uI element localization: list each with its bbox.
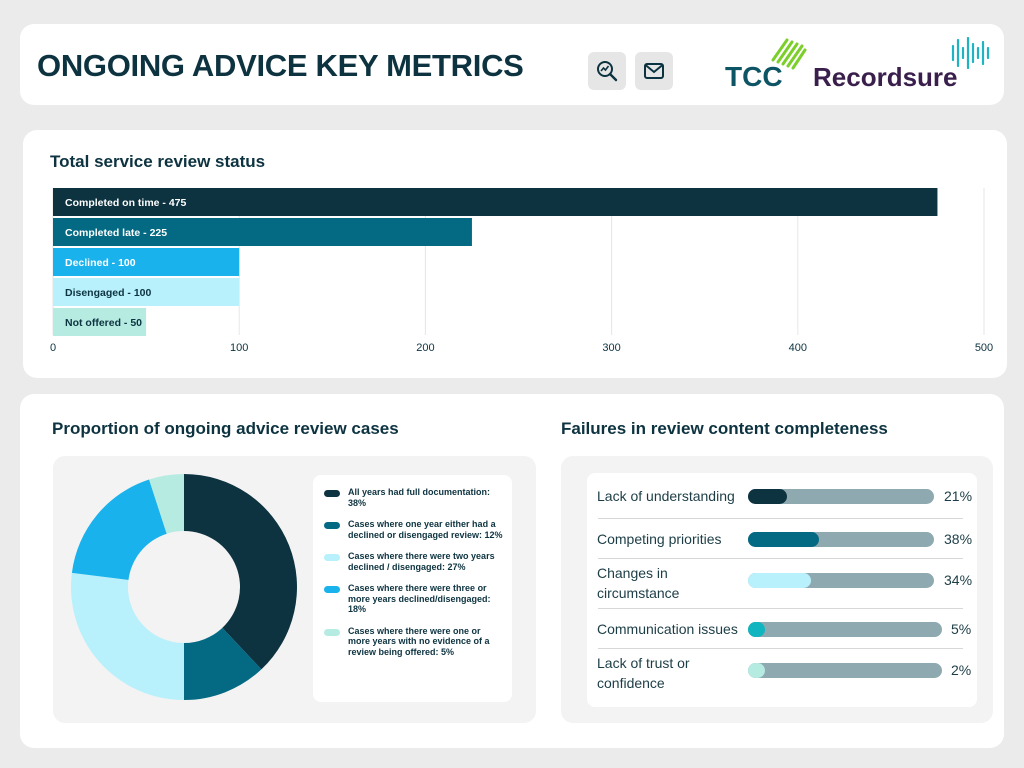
failure-row: Communication issues 5% <box>587 609 977 649</box>
bar-label: Completed on time - 475 <box>65 197 187 209</box>
donut-slice <box>184 474 297 670</box>
legend-swatch <box>324 554 340 561</box>
mail-icon <box>644 63 664 79</box>
x-tick-label: 400 <box>789 342 807 354</box>
failure-track <box>748 621 942 637</box>
failure-fill <box>748 663 765 678</box>
service-review-bar-chart: 0 100 200 300 400 500 Completed on time - 475 C… <box>50 188 993 354</box>
legend-item: Cases where there were two years decline… <box>324 551 504 572</box>
bar <box>53 278 240 306</box>
legend-label: Cases where one year either had a declin… <box>348 519 503 540</box>
failures-panel: Lack of understanding 21% Competing priori… <box>561 456 993 723</box>
row-divider <box>598 558 963 559</box>
failure-fill <box>748 488 788 504</box>
svg-text:Recordsure: Recordsure <box>813 62 958 92</box>
failure-label: Competing priorities <box>597 531 722 547</box>
failure-percent: 21% <box>944 487 973 504</box>
x-tick-label: 300 <box>602 342 620 354</box>
bar-chart-title: Total service review status <box>50 152 266 171</box>
page-title: ONGOING ADVICE KEY METRICS <box>37 48 524 83</box>
x-tick-label: 200 <box>416 342 434 354</box>
failures-chart-title: Failures in review content completeness <box>561 419 888 438</box>
legend-label: Cases where there were three or more yea… <box>348 583 491 614</box>
failure-fill <box>748 621 765 637</box>
failure-track <box>748 573 934 588</box>
x-tick-label: 100 <box>230 342 248 354</box>
bar <box>53 248 240 276</box>
x-tick-label: 0 <box>50 342 56 354</box>
row-divider <box>598 648 963 649</box>
failure-row: Competing priorities 38% <box>587 519 977 559</box>
legend-swatch <box>324 586 340 593</box>
bar <box>53 218 472 246</box>
donut-slice <box>71 572 184 700</box>
failure-label: Communication issues <box>597 621 738 637</box>
bar-label: Completed late - 225 <box>65 227 167 239</box>
donut-slice <box>149 474 184 534</box>
failure-track <box>748 663 942 678</box>
failure-track <box>748 531 934 547</box>
legend-label: All years had full documentation: 38% <box>348 487 491 508</box>
donut-chart-title: Proportion of ongoing advice review case… <box>52 419 399 438</box>
failure-track <box>748 488 934 504</box>
donut-slice <box>184 627 262 700</box>
recordsure-logo: Recordsure <box>813 36 990 92</box>
donut-slice <box>71 479 167 580</box>
tcc-logo: TCC <box>725 38 807 92</box>
legend-item: All years had full documentation: 38% <box>324 487 504 508</box>
failure-row: Lack of trust or confidence 2% <box>587 649 977 707</box>
failure-percent: 38% <box>944 530 973 547</box>
legend-item: Cases where there were one or more years… <box>324 626 504 658</box>
search-analytics-button[interactable] <box>588 52 626 90</box>
bottom-card: Proportion of ongoing advice review case… <box>20 394 1004 748</box>
bar-label: Disengaged - 100 <box>65 287 152 299</box>
search-analytics-icon <box>597 61 618 82</box>
row-divider <box>598 518 963 519</box>
failure-label: Lack of understanding <box>597 488 735 504</box>
failure-percent: 34% <box>944 572 973 588</box>
donut-panel: All years had full documentation: 38% Cas… <box>53 456 536 723</box>
legend-swatch <box>324 628 340 636</box>
review-cases-donut-chart <box>71 474 297 700</box>
bar <box>53 188 938 216</box>
bar-label: Not offered - 50 <box>65 317 142 329</box>
service-review-status-card: Total service review status 0 100 200 300 40… <box>23 130 1007 378</box>
legend-item: Cases where there were three or more yea… <box>324 583 504 615</box>
bar <box>53 308 147 336</box>
failure-row: Lack of understanding 21% <box>587 473 977 519</box>
legend-item: Cases where one year either had a declin… <box>324 519 504 540</box>
x-tick-label: 500 <box>975 342 993 354</box>
mail-button[interactable] <box>635 52 673 90</box>
legend-swatch <box>324 490 340 497</box>
failure-fill <box>748 531 819 547</box>
legend-swatch <box>324 522 340 529</box>
failure-percent: 5% <box>951 620 972 637</box>
failures-list: Lack of understanding 21% Competing priori… <box>587 473 977 707</box>
failure-percent: 2% <box>951 662 972 678</box>
failure-label: Lack of trust or confidence <box>597 655 690 691</box>
legend-label: Cases where there were two years decline… <box>348 551 495 572</box>
svg-text:TCC: TCC <box>725 61 783 92</box>
failure-row: Changes in circumstance 34% <box>587 559 977 609</box>
legend-label: Cases where there were one or more years… <box>348 625 490 657</box>
failure-fill <box>748 573 812 588</box>
donut-legend: All years had full documentation: 38% Cas… <box>313 475 512 702</box>
bar-label: Declined - 100 <box>65 257 136 269</box>
header-card: ONGOING ADVICE KEY METRICS TCC <box>20 24 1004 105</box>
failure-label: Changes in circumstance <box>597 565 680 601</box>
row-divider <box>598 608 963 609</box>
